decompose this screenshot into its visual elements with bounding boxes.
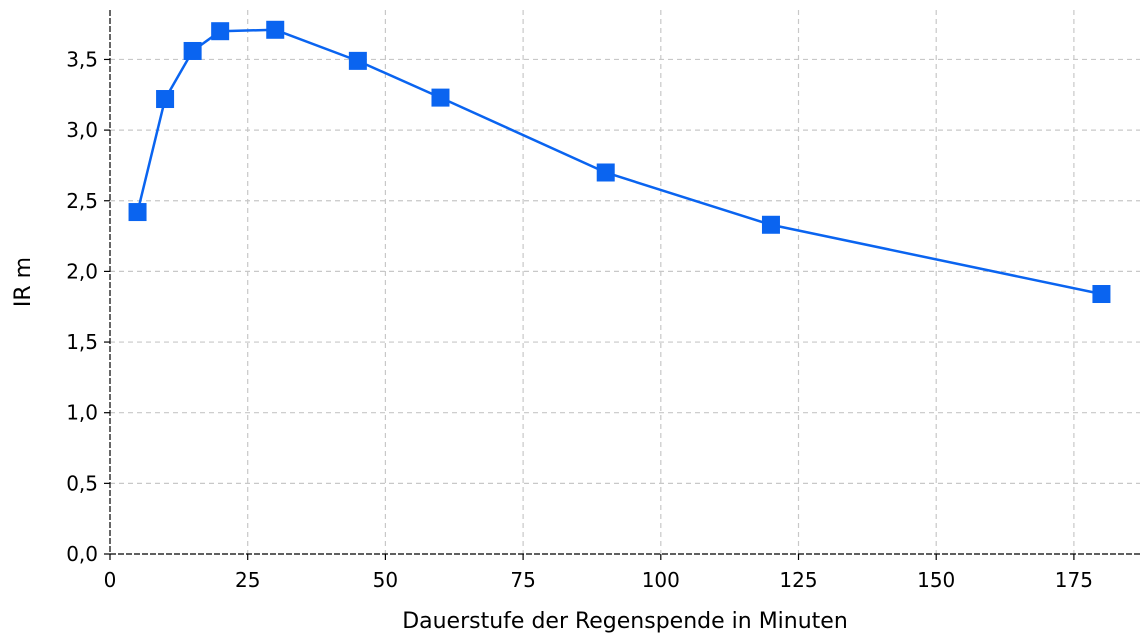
x-tick-label: 50: [373, 568, 398, 592]
data-point-marker: [266, 20, 285, 39]
data-point-marker: [596, 163, 615, 182]
x-axis-ticks: 0 25 50 75 100 125 150 175: [104, 554, 1093, 592]
data-point-marker: [156, 90, 175, 109]
x-tick-label: 100: [642, 568, 680, 592]
y-tick-label: 0,0: [66, 542, 98, 566]
x-tick-label: 125: [779, 568, 817, 592]
x-tick-label: 175: [1055, 568, 1093, 592]
data-point-marker: [761, 215, 780, 234]
x-tick-label: 150: [917, 568, 955, 592]
y-tick-label: 2,5: [66, 189, 98, 213]
data-point-marker: [431, 88, 450, 107]
data-point-marker: [128, 203, 147, 222]
grid: [110, 10, 1140, 554]
series: [128, 20, 1111, 304]
y-tick-label: 1,0: [66, 401, 98, 425]
x-axis-title: Dauerstufe der Regenspende in Minuten: [402, 609, 848, 634]
series-line: [136, 28, 1102, 296]
y-tick-label: 3,0: [66, 118, 98, 142]
data-point-marker: [211, 22, 230, 41]
y-tick-label: 0,5: [66, 471, 98, 495]
y-axis-ticks: 0,0 0,5 1,0 1,5 2,0 2,5 3,0 3,5: [66, 47, 110, 566]
data-point-marker: [183, 41, 202, 60]
x-tick-label: 75: [510, 568, 535, 592]
y-tick-label: 2,0: [66, 259, 98, 283]
y-tick-label: 3,5: [66, 47, 98, 71]
x-tick-label: 25: [235, 568, 260, 592]
data-point-marker: [1092, 285, 1111, 304]
x-tick-label: 0: [104, 568, 117, 592]
y-tick-label: 1,5: [66, 330, 98, 354]
data-point-marker: [348, 51, 367, 70]
axes: [109, 10, 1140, 555]
y-axis-title: IR m: [11, 257, 36, 307]
